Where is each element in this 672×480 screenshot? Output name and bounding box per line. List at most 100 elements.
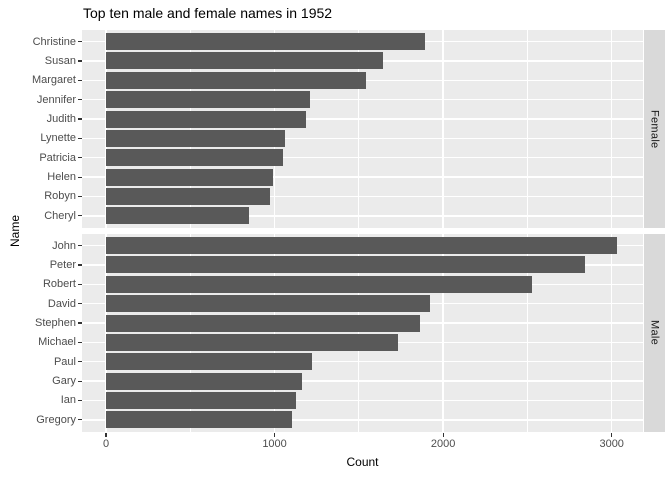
row-gridline	[82, 98, 643, 101]
y-tick-label: David	[47, 297, 76, 310]
y-tick-label: Judith	[46, 113, 76, 126]
y-tick-mark	[77, 399, 82, 402]
row-gridline	[82, 361, 643, 363]
bar	[106, 91, 310, 109]
bar	[106, 149, 283, 167]
y-tick-label: Christine	[32, 35, 76, 48]
row-gridline	[82, 195, 643, 198]
y-tick-mark	[77, 303, 82, 305]
y-tick-mark	[77, 118, 82, 120]
y-tick-label: Susan	[44, 54, 76, 67]
y-tick-label: Stephen	[35, 317, 76, 330]
row-gridline	[82, 399, 643, 402]
panel-male	[82, 234, 643, 432]
bar	[106, 275, 533, 293]
x-tick-label: 1000	[262, 438, 287, 450]
y-tick-label: John	[52, 239, 76, 252]
bar	[106, 391, 297, 409]
grid-minor-line	[358, 234, 360, 432]
y-tick-mark	[77, 137, 82, 139]
bar	[106, 237, 617, 255]
row-gridline	[82, 118, 643, 120]
y-tick-label: Patricia	[39, 151, 76, 164]
bar	[106, 207, 250, 225]
y-tick-label: Gregory	[36, 413, 76, 426]
y-tick-label: Helen	[47, 171, 76, 184]
x-tick-label: 0	[102, 438, 110, 450]
y-tick-label: Margaret	[31, 74, 76, 87]
y-tick-label: Gary	[52, 375, 76, 388]
row-gridline	[82, 215, 643, 217]
facet-strip-label: Female	[648, 109, 661, 149]
row-gridline	[82, 176, 643, 178]
y-axis-labels-female: Christine Susan Margaret Jennifer Judith Lyne…	[0, 30, 76, 228]
y-axis-labels-male: John Peter Robert David Stephen Michael Paul Ga…	[0, 234, 76, 432]
y-tick-mark	[77, 157, 82, 159]
bar	[106, 372, 302, 390]
grid-minor-line	[358, 30, 360, 228]
x-tick-mark	[442, 432, 444, 437]
grid-minor-line	[189, 30, 191, 228]
grid-major-line	[273, 234, 276, 432]
grid-major-line	[610, 30, 613, 228]
bar	[106, 256, 585, 274]
bar	[106, 333, 398, 351]
grid-major-line	[273, 30, 276, 228]
bar	[106, 168, 273, 186]
row-gridline	[82, 380, 643, 382]
x-tick-label: 3000	[599, 438, 624, 450]
bar	[106, 295, 430, 313]
bar	[106, 71, 366, 89]
y-tick-mark	[77, 264, 82, 266]
bar	[106, 129, 285, 147]
x-tick-mark	[105, 432, 107, 437]
bar	[106, 52, 384, 70]
y-tick-mark	[77, 41, 82, 43]
bar	[106, 187, 270, 205]
grid-major-line	[610, 234, 613, 432]
y-tick-label: Lynette	[40, 132, 76, 145]
y-tick-mark	[77, 195, 82, 198]
grid-major-line	[105, 234, 107, 432]
y-tick-mark	[77, 419, 82, 421]
y-tick-label: Peter	[49, 258, 76, 271]
x-tick-label: 2000	[430, 438, 456, 450]
grid-minor-line	[527, 30, 528, 228]
facet-strip-label: Male	[648, 320, 661, 346]
bar	[106, 353, 313, 371]
y-tick-mark	[77, 245, 82, 247]
y-tick-mark	[77, 361, 82, 363]
row-gridline	[82, 157, 643, 159]
x-tick-mark	[611, 432, 613, 437]
row-gridline	[82, 419, 643, 421]
grid-minor-line	[189, 234, 191, 432]
row-gridline	[82, 137, 643, 140]
grid-major-line	[442, 30, 444, 228]
y-tick-label: Cheryl	[44, 209, 76, 222]
y-tick-mark	[77, 341, 82, 343]
y-tick-mark	[77, 215, 82, 217]
y-tick-label: Robert	[42, 278, 76, 291]
y-tick-mark	[77, 60, 82, 62]
y-tick-mark	[77, 322, 82, 324]
y-tick-mark	[77, 79, 82, 81]
bar	[106, 411, 293, 429]
bar	[106, 33, 426, 51]
chart-title: Top ten male and female names in 1952	[83, 5, 333, 21]
y-tick-mark	[77, 176, 82, 178]
y-tick-label: Jennifer	[36, 93, 76, 106]
bar	[106, 110, 306, 128]
y-tick-mark	[77, 283, 82, 285]
y-tick-label: Ian	[60, 394, 76, 407]
y-tick-label: Robyn	[44, 190, 76, 203]
facet-strip-male: Male	[644, 234, 665, 432]
x-axis-title: Count	[346, 455, 379, 469]
y-tick-mark	[77, 99, 82, 101]
grid-major-line	[105, 30, 107, 228]
grid-minor-line	[527, 234, 528, 432]
y-tick-label: Paul	[53, 355, 76, 368]
facet-strip-female: Female	[644, 30, 665, 228]
x-tick-mark	[273, 432, 276, 437]
y-tick-mark	[77, 380, 82, 382]
